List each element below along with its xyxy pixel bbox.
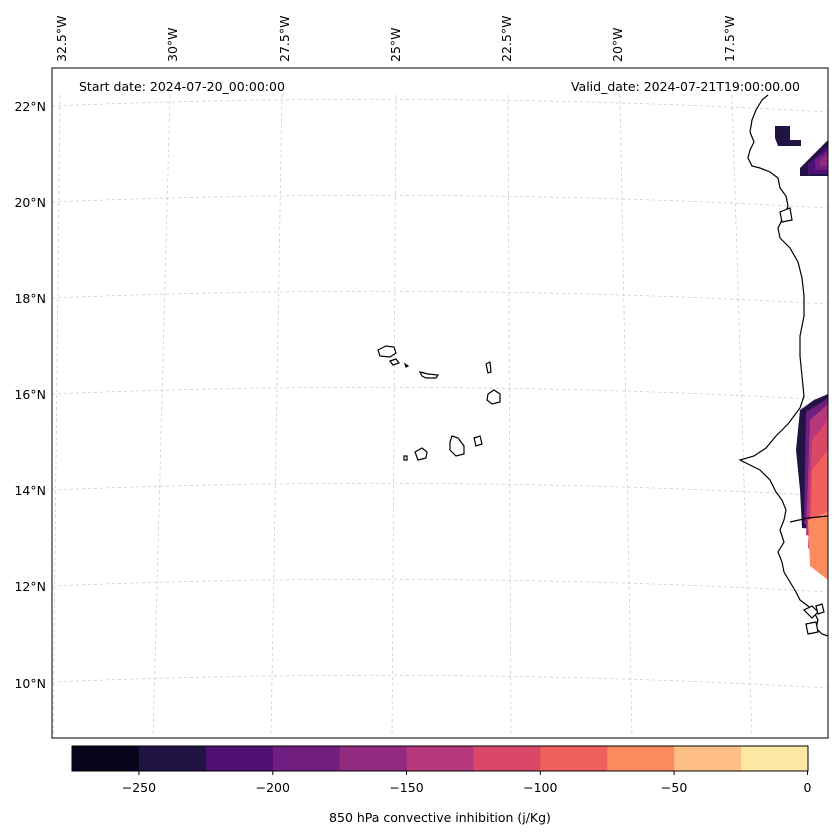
colorbar-swatch xyxy=(72,746,140,771)
lat-label: 22°N xyxy=(14,99,46,114)
colorbar-swatch xyxy=(540,746,608,771)
lon-label: 27.5°W xyxy=(277,16,292,62)
valid-date-label: Valid_date: 2024-07-21T19:00:00.00 xyxy=(571,79,800,94)
map-area xyxy=(52,68,828,738)
colorbar-ticks: −250 −200 −150 −100 −50 0 xyxy=(122,771,812,795)
lon-label: 22.5°W xyxy=(499,16,514,62)
coastal-islets xyxy=(779,207,825,635)
colorbar-swatch xyxy=(674,746,742,771)
lon-label: 20°W xyxy=(610,27,625,62)
colorbar-swatch xyxy=(406,746,474,771)
colorbar-tick-label: −200 xyxy=(256,780,290,795)
lat-label: 12°N xyxy=(14,579,46,594)
start-date-label: Start date: 2024-07-20_00:00:00 xyxy=(79,79,285,94)
colorbar-frame xyxy=(71,745,809,772)
lon-label: 25°W xyxy=(388,27,403,62)
lat-label: 16°N xyxy=(14,387,46,402)
lat-label: 18°N xyxy=(14,291,46,306)
lat-label: 14°N xyxy=(14,483,46,498)
colorbar-swatch xyxy=(741,746,809,771)
colorbar xyxy=(72,746,809,771)
colorbar-label: 850 hPa convective inhibition (j/Kg) xyxy=(329,810,551,825)
lat-label: 20°N xyxy=(14,195,46,210)
colorbar-swatch xyxy=(339,746,408,771)
meridian-gridlines xyxy=(52,94,753,739)
lon-label: 32.5°W xyxy=(54,16,69,62)
lon-label: 17.5°W xyxy=(722,16,737,62)
colorbar-tick-label: −50 xyxy=(661,780,687,795)
colorbar-tick-label: −150 xyxy=(389,780,423,795)
longitude-labels: 32.5°W 30°W 27.5°W 25°W 22.5°W 20°W 17.5… xyxy=(54,16,737,62)
latitude-labels: 22°N 20°N 18°N 16°N 14°N 12°N 10°N xyxy=(14,99,46,691)
colorbar-swatch xyxy=(473,746,541,771)
cin-contours-south xyxy=(796,394,828,580)
colorbar-tick-label: 0 xyxy=(804,780,812,795)
colorbar-swatch xyxy=(138,746,207,771)
colorbar-swatch xyxy=(272,746,341,771)
cape-verde-islands xyxy=(377,345,501,461)
coastline xyxy=(738,94,829,637)
lon-label: 30°W xyxy=(165,27,180,62)
colorbar-swatch xyxy=(607,746,675,771)
colorbar-tick-label: −250 xyxy=(122,780,156,795)
river-border xyxy=(789,515,829,523)
cin-contours-north xyxy=(775,126,828,176)
parallel-gridlines xyxy=(51,98,829,689)
colorbar-swatch xyxy=(205,746,274,771)
lat-label: 10°N xyxy=(14,676,46,691)
map-frame xyxy=(51,67,829,739)
colorbar-tick-label: −100 xyxy=(523,780,557,795)
